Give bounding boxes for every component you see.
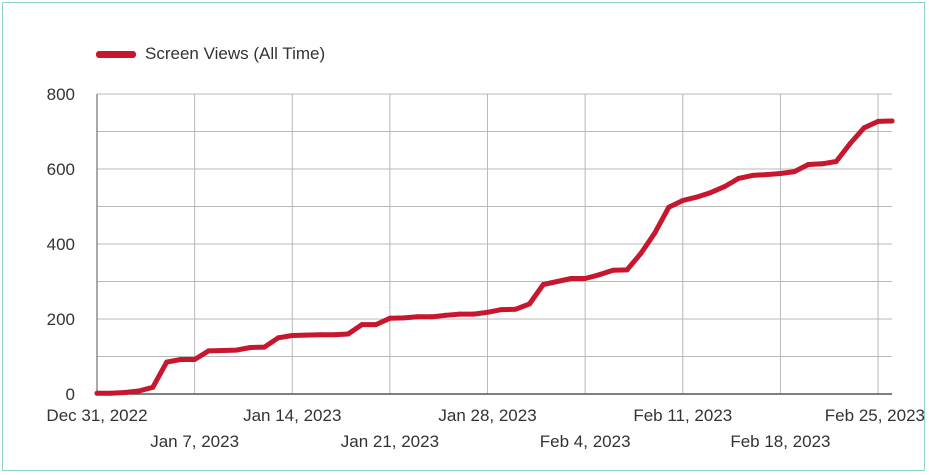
data-point [568, 276, 574, 281]
axes [96, 94, 892, 395]
series-line-screen-views [94, 118, 895, 396]
data-point [875, 118, 881, 124]
data-point [512, 306, 518, 312]
x-tick-label: Feb 11, 2023 [633, 406, 732, 425]
data-point [401, 315, 407, 321]
gridlines [97, 93, 892, 394]
x-tick-label: Feb 25, 2023 [825, 406, 925, 425]
y-tick-label: 600 [47, 160, 75, 179]
data-point [750, 172, 756, 178]
data-point [777, 171, 783, 176]
data-point [638, 250, 644, 256]
data-point [387, 315, 393, 321]
data-point [833, 159, 839, 164]
data-point [206, 348, 212, 354]
data-point [554, 279, 560, 284]
data-point [485, 309, 491, 315]
legend-swatch [96, 50, 136, 58]
data-point [540, 282, 546, 287]
data-point [373, 322, 379, 328]
data-point [289, 333, 295, 338]
x-tick-label: Dec 31, 2022 [46, 406, 147, 425]
data-point [345, 331, 351, 337]
data-point [763, 172, 769, 178]
data-point [108, 390, 114, 396]
y-tick-label: 400 [47, 235, 75, 254]
data-point [303, 332, 309, 338]
y-tick-label: 0 [66, 385, 75, 404]
data-point [847, 141, 853, 146]
data-point [359, 322, 365, 328]
data-point [317, 332, 323, 338]
data-point [596, 272, 602, 278]
data-point [666, 204, 672, 210]
data-point [192, 357, 198, 362]
data-point [498, 307, 504, 313]
data-point [889, 118, 895, 124]
data-point [582, 276, 588, 281]
x-tick-label: Feb 18, 2023 [730, 432, 830, 451]
data-point [275, 335, 281, 341]
y-axis-tick-labels: 0 200 400 600 800 [47, 85, 75, 404]
data-point [136, 388, 142, 394]
legend[interactable]: Screen Views (All Time) [96, 44, 325, 64]
y-tick-label: 200 [47, 310, 75, 329]
data-point [791, 169, 797, 175]
x-tick-label: Jan 7, 2023 [150, 432, 239, 451]
y-tick-label: 800 [47, 85, 75, 104]
data-point [652, 230, 658, 236]
x-tick-label: Feb 4, 2023 [540, 432, 631, 451]
data-point [708, 190, 714, 196]
data-point [457, 311, 463, 317]
data-point [164, 359, 170, 365]
data-point [819, 161, 825, 167]
series-layer [94, 118, 895, 396]
data-point [150, 384, 156, 390]
data-point [94, 390, 100, 396]
data-point [694, 194, 700, 200]
data-point [443, 312, 449, 318]
legend-label: Screen Views (All Time) [145, 44, 326, 63]
data-point [805, 162, 811, 167]
data-point [736, 175, 742, 181]
data-point [247, 345, 253, 350]
data-point [861, 125, 867, 131]
data-point [471, 311, 477, 317]
data-point [624, 267, 630, 273]
data-point [261, 344, 267, 350]
data-point [331, 332, 337, 338]
data-point [680, 198, 686, 203]
x-tick-label: Jan 14, 2023 [243, 406, 341, 425]
data-point [122, 390, 128, 395]
data-point [415, 314, 421, 320]
x-tick-label: Jan 21, 2023 [341, 432, 439, 451]
data-point [722, 184, 728, 190]
data-point [178, 357, 184, 362]
x-tick-label: Jan 28, 2023 [438, 406, 536, 425]
data-point [220, 348, 226, 353]
data-point [610, 267, 616, 273]
data-point [429, 314, 435, 320]
data-point [526, 301, 532, 307]
data-point [233, 347, 239, 353]
